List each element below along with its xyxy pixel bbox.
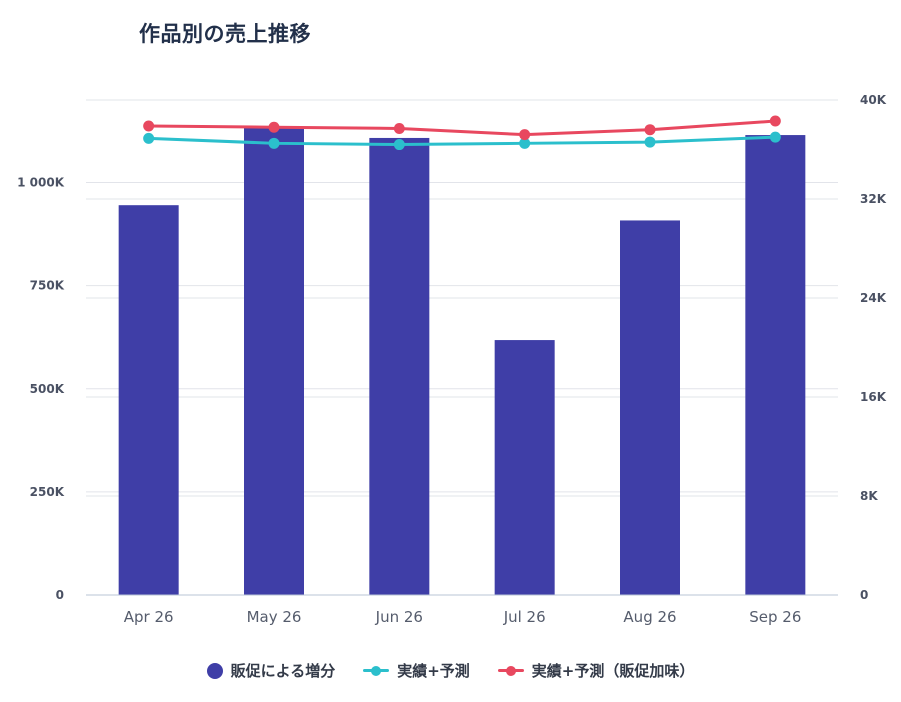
x-tick-label: Sep 26	[749, 608, 801, 626]
series-line	[147, 135, 777, 147]
point	[268, 137, 280, 149]
x-tick-label: Jul 26	[503, 608, 546, 626]
point	[519, 137, 531, 149]
legend-label: 実績+予測（販促加味）	[531, 662, 695, 680]
y-right-tick-label: 16K	[860, 390, 887, 404]
y-right-tick-label: 0	[860, 588, 868, 602]
legend-item-bar[interactable]: 販促による増分	[206, 660, 336, 681]
y-left-tick-label: 1 000K	[17, 176, 65, 190]
bar	[745, 135, 806, 595]
x-tick-label: Apr 26	[124, 608, 174, 626]
bar	[620, 220, 680, 595]
y-right-tick-label: 32K	[860, 192, 887, 206]
legend-item-forecast-promo[interactable]: 実績+予測（販促加味）	[497, 660, 695, 681]
y-left-tick-label: 500K	[30, 382, 65, 396]
bar	[118, 205, 179, 595]
bar	[369, 137, 430, 595]
legend-swatch-forecast-promo	[497, 663, 524, 679]
point	[644, 124, 656, 136]
y-right-tick-label: 24K	[860, 291, 887, 305]
y-left-tick-label: 750K	[30, 279, 65, 293]
y-right-tick-label: 8K	[860, 489, 878, 503]
point	[393, 139, 405, 151]
point	[143, 132, 155, 144]
series-line	[147, 119, 777, 137]
bar	[244, 126, 304, 595]
chart-title: 作品別の売上推移	[139, 22, 311, 46]
point	[769, 131, 781, 143]
legend: 販促による増分 実績+予測 実績+予測（販促加味）	[0, 660, 901, 681]
legend-swatch-bar	[206, 662, 223, 679]
x-tick-label: Jun 26	[375, 608, 423, 626]
point	[519, 129, 531, 141]
legend-item-forecast[interactable]: 実績+予測	[363, 660, 470, 681]
y-left-tick-label: 0	[56, 588, 64, 602]
point	[393, 122, 405, 134]
y-left-tick-label: 250K	[30, 485, 65, 499]
y-right-tick-label: 40K	[860, 93, 887, 107]
legend-label: 実績+予測	[397, 662, 470, 680]
point	[268, 121, 280, 133]
bar	[494, 340, 555, 595]
point	[644, 136, 656, 148]
x-tick-label: May 26	[247, 608, 302, 626]
point	[143, 120, 155, 132]
legend-label: 販促による増分	[230, 662, 336, 680]
point	[769, 115, 781, 127]
x-tick-label: Aug 26	[623, 608, 676, 626]
legend-swatch-forecast	[363, 663, 390, 679]
chart-area: 0 250K 500K 750K 1 000K 0 8K 16K 24K 32K 40K Apr 26…	[17, 93, 887, 626]
